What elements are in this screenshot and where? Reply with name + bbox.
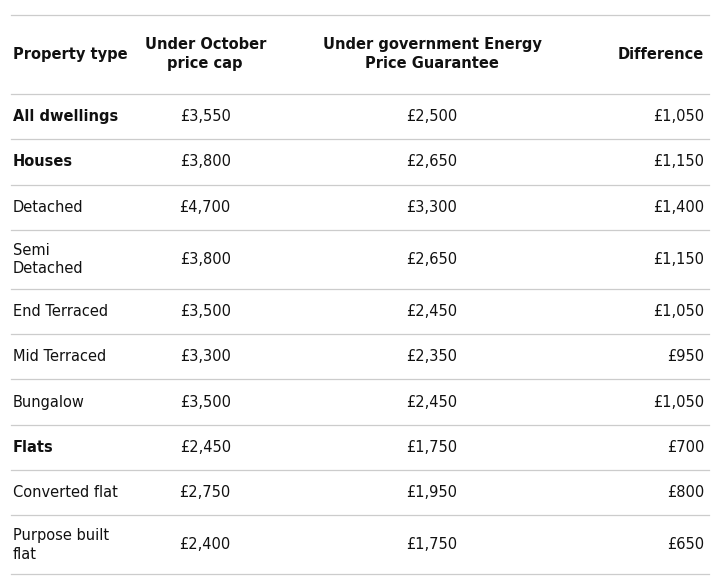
Text: Converted flat: Converted flat: [13, 485, 118, 500]
Text: Detached: Detached: [13, 200, 84, 215]
Text: £3,500: £3,500: [180, 304, 230, 319]
Text: £3,300: £3,300: [180, 349, 230, 364]
Text: Property type: Property type: [13, 47, 127, 62]
Text: £2,450: £2,450: [406, 304, 458, 319]
Text: £3,500: £3,500: [180, 395, 230, 410]
Text: £2,750: £2,750: [179, 485, 231, 500]
Text: £700: £700: [667, 440, 704, 455]
Text: £2,450: £2,450: [406, 395, 458, 410]
Text: £3,800: £3,800: [180, 252, 230, 267]
Text: £2,450: £2,450: [179, 440, 231, 455]
Text: £3,800: £3,800: [180, 154, 230, 170]
Text: End Terraced: End Terraced: [13, 304, 108, 319]
Text: Mid Terraced: Mid Terraced: [13, 349, 107, 364]
Text: £1,750: £1,750: [406, 538, 458, 552]
Text: All dwellings: All dwellings: [13, 109, 118, 124]
Text: £3,550: £3,550: [180, 109, 230, 124]
Text: £1,050: £1,050: [653, 395, 704, 410]
Text: Under October
price cap: Under October price cap: [145, 37, 266, 71]
Text: £650: £650: [667, 538, 704, 552]
Text: £1,050: £1,050: [653, 304, 704, 319]
Text: Houses: Houses: [13, 154, 73, 170]
Text: Semi
Detached: Semi Detached: [13, 243, 84, 276]
Text: £1,150: £1,150: [653, 252, 704, 267]
Text: £2,400: £2,400: [179, 538, 231, 552]
Text: Flats: Flats: [13, 440, 54, 455]
Text: £2,500: £2,500: [406, 109, 458, 124]
Text: Bungalow: Bungalow: [13, 395, 85, 410]
Text: £800: £800: [667, 485, 704, 500]
Text: Purpose built
flat: Purpose built flat: [13, 528, 109, 561]
Text: £2,650: £2,650: [406, 252, 458, 267]
Text: £2,350: £2,350: [407, 349, 457, 364]
Text: £1,150: £1,150: [653, 154, 704, 170]
Text: £1,050: £1,050: [653, 109, 704, 124]
Text: £1,400: £1,400: [653, 200, 704, 215]
Text: £4,700: £4,700: [179, 200, 231, 215]
Text: Difference: Difference: [618, 47, 704, 62]
Text: £3,300: £3,300: [407, 200, 457, 215]
Text: £1,750: £1,750: [406, 440, 458, 455]
Text: £1,950: £1,950: [407, 485, 457, 500]
Text: Under government Energy
Price Guarantee: Under government Energy Price Guarantee: [323, 37, 541, 71]
Text: £950: £950: [667, 349, 704, 364]
Text: £2,650: £2,650: [406, 154, 458, 170]
